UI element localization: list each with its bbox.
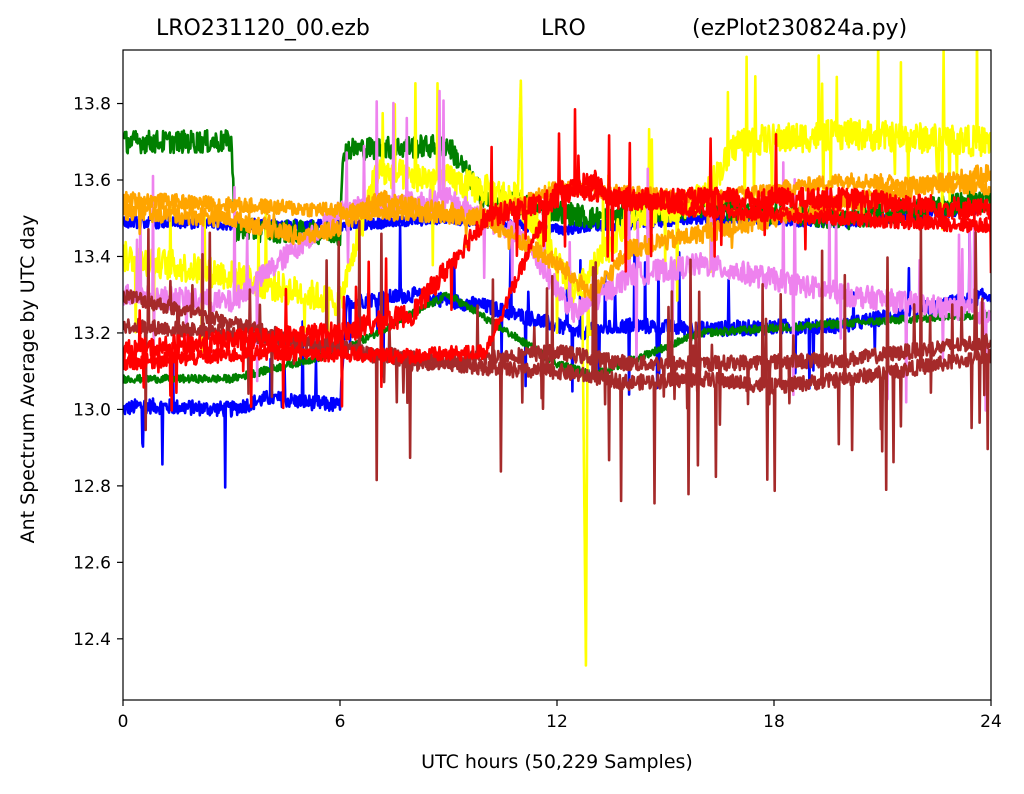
y-tick-label-2: 12.8: [73, 477, 111, 497]
x-tick-label-4: 24: [980, 712, 1002, 732]
y-tick-label-3: 13.0: [73, 400, 111, 420]
series-line-6: [123, 89, 991, 412]
x-tick-label-1: 6: [335, 712, 346, 732]
y-tick-label-0: 12.4: [73, 630, 111, 650]
x-tick-label-0: 0: [118, 712, 129, 732]
y-tick-label-1: 12.6: [73, 553, 111, 573]
y-axis-label: Ant Spectrum Average by UTC day: [17, 214, 39, 544]
x-tick-label-3: 18: [763, 712, 785, 732]
y-tick-label-4: 13.2: [73, 324, 111, 344]
y-tick-label-6: 13.6: [73, 171, 111, 191]
x-tick-label-2: 12: [546, 712, 568, 732]
series-line-4: [123, 50, 991, 354]
title-filename: LRO231120_00.ezb: [156, 16, 370, 41]
title-script: (ezPlot230824a.py): [692, 16, 908, 41]
y-tick-label-7: 13.8: [73, 95, 111, 115]
title-station: LRO: [541, 16, 586, 41]
y-tick-label-5: 13.4: [73, 247, 111, 267]
series-line-12: [123, 179, 991, 371]
x-axis-label: UTC hours (50,229 Samples): [421, 751, 693, 773]
